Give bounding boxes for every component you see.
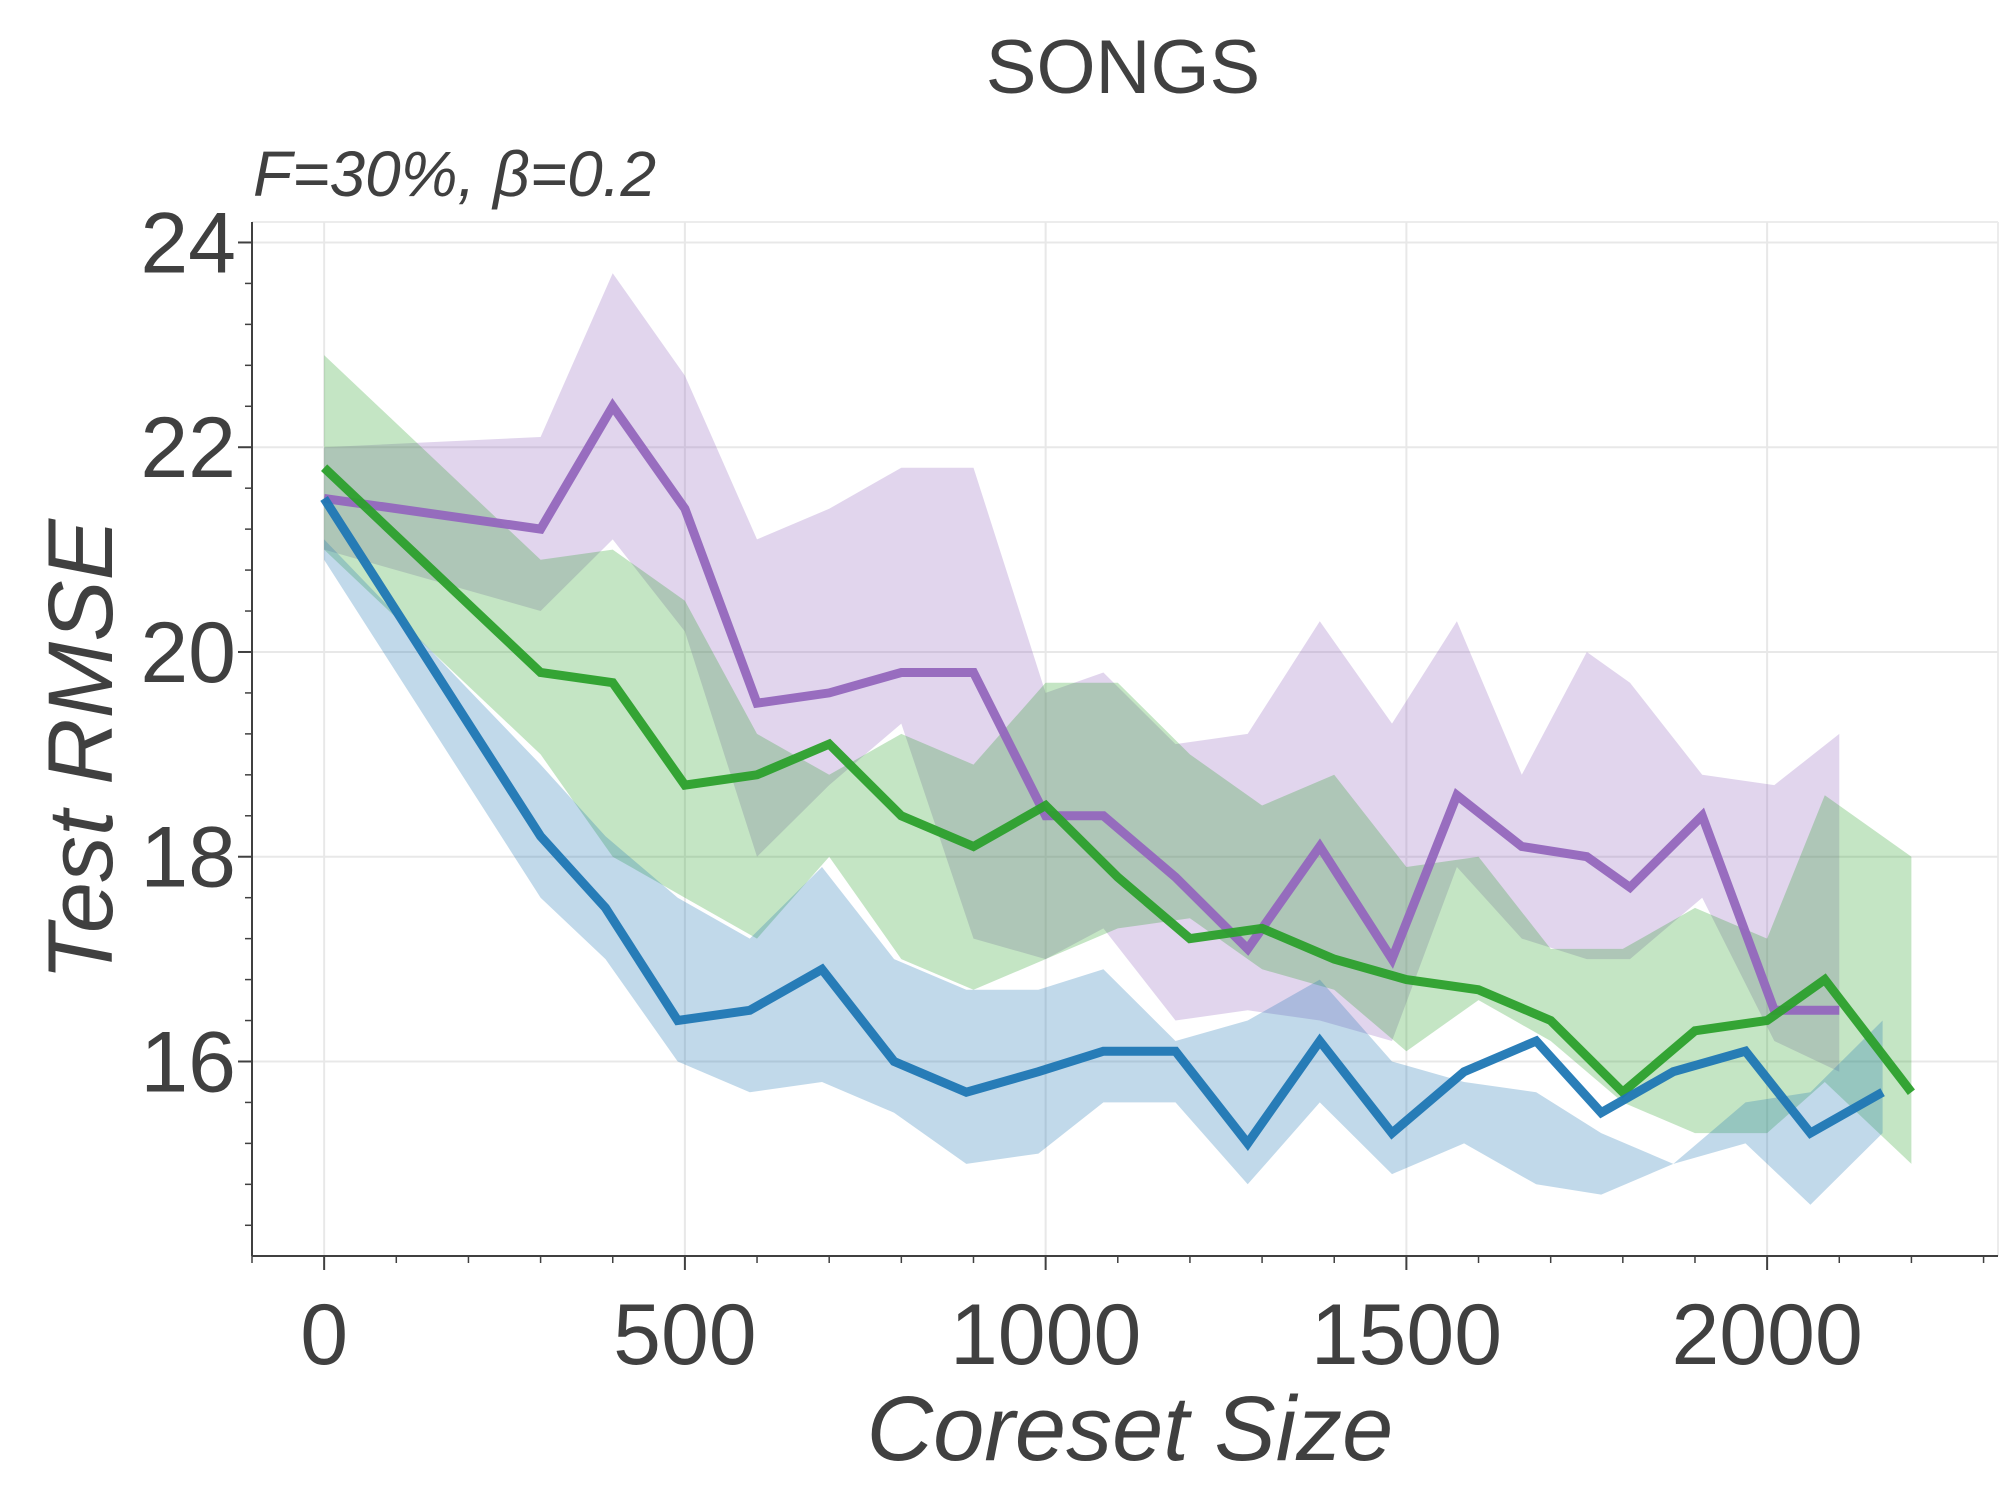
x-tick-label: 1500	[1311, 1287, 1502, 1383]
series-line-1	[323, 398, 1840, 1015]
confidence-band-1	[324, 273, 1840, 1072]
series-lines	[320, 398, 1915, 1151]
y-tick-label: 18	[140, 810, 236, 906]
chart-title: SONGS	[986, 25, 1261, 110]
x-axis-label: Coreset Size	[867, 1378, 1394, 1480]
confidence-band-3	[324, 539, 1883, 1205]
axis-ticks: 0 500 1000 1500 2000 16 18 20 22 24	[140, 195, 1985, 1383]
x-tick-label: 2000	[1671, 1287, 1862, 1383]
x-tick-label: 0	[300, 1287, 348, 1383]
y-tick-label: 22	[140, 400, 236, 496]
grid-lines	[252, 221, 1999, 1256]
y-axis-label: Test RMSE	[30, 517, 132, 980]
y-tick-label: 20	[140, 605, 236, 701]
x-tick-label: 1000	[950, 1287, 1141, 1383]
confidence-band-2	[324, 355, 1912, 1164]
x-tick-label: 500	[613, 1287, 757, 1383]
series-line-2	[321, 464, 1915, 1099]
confidence-bands	[324, 273, 1912, 1205]
series-line-3	[320, 495, 1885, 1151]
y-tick-label: 24	[140, 195, 236, 291]
y-tick-label: 16	[140, 1014, 236, 1110]
parameter-annotation: F=30%, β=0.2	[253, 138, 656, 210]
